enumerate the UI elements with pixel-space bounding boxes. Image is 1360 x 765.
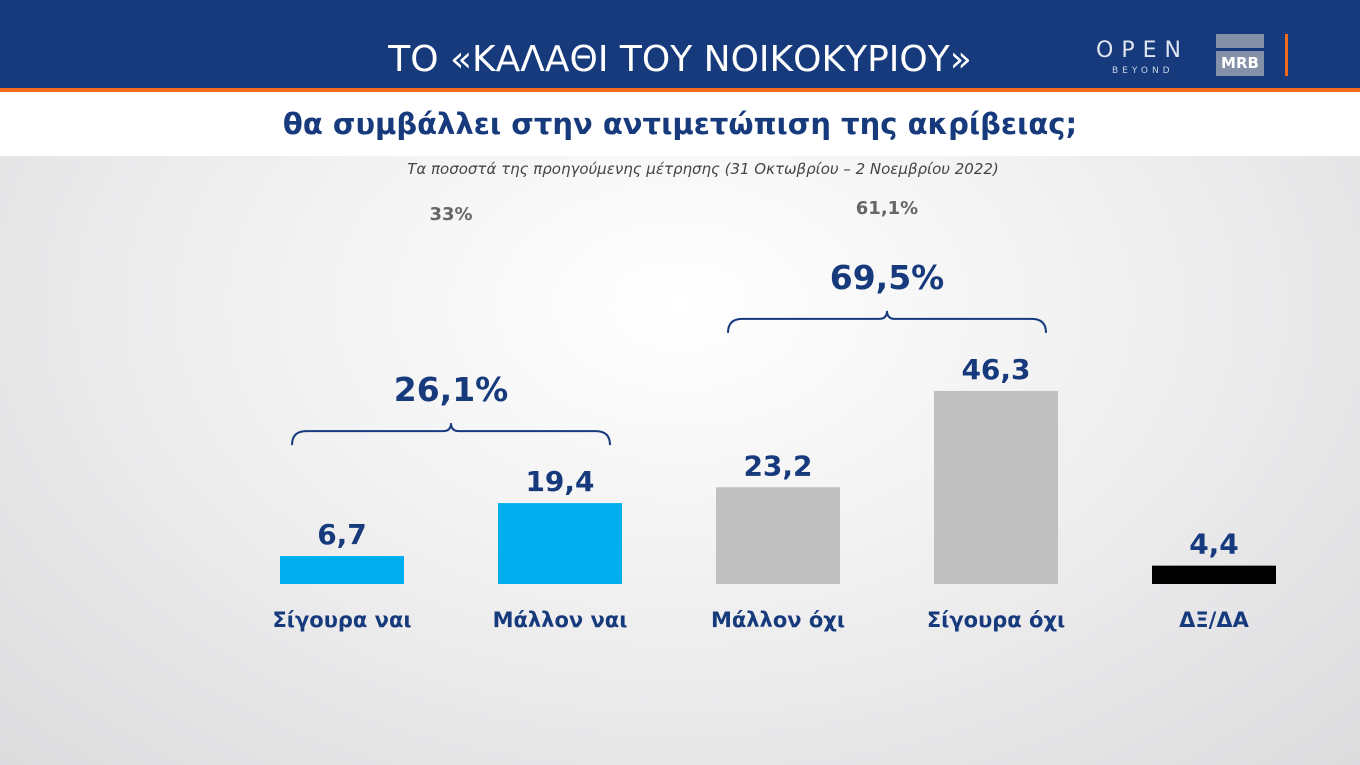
group-bracket <box>727 310 1047 333</box>
page-title: ΤΟ «ΚΑΛΑΘΙ ΤΟΥ ΝΟΙΚΟΚΥΡΙΟΥ» <box>388 39 972 80</box>
divider <box>1285 34 1288 76</box>
header-bar: ΤΟ «ΚΑΛΑΘΙ ΤΟΥ ΝΟΙΚΟΚΥΡΙΟΥ» OPEN BEYOND … <box>0 0 1360 92</box>
data-label: 6,7 <box>317 518 367 551</box>
mrb-logo: MRB <box>1216 34 1264 76</box>
open-logo: OPEN <box>1096 38 1189 63</box>
data-label: 19,4 <box>525 465 594 498</box>
bar <box>498 503 622 584</box>
chart-subtitle: Τα ποσοστά της προηγούμενης μέτρησης (31… <box>407 160 999 178</box>
data-label: 4,4 <box>1189 528 1239 561</box>
category-label: Σίγουρα όχι <box>927 608 1065 632</box>
open-logo-beyond: BEYOND <box>1112 66 1174 76</box>
category-label: Μάλλον ναι <box>493 608 628 632</box>
bar <box>280 556 404 584</box>
group-total-label: 69,5% <box>830 258 945 297</box>
category-label: Μάλλον όχι <box>711 608 845 632</box>
category-label: Σίγουρα ναι <box>272 608 411 632</box>
previous-total-label: 33% <box>429 204 472 225</box>
category-label: ΔΞ/ΔΑ <box>1179 608 1249 632</box>
group-total-label: 26,1% <box>394 370 509 409</box>
previous-total-label: 61,1% <box>856 198 918 219</box>
chart-title: θα συμβάλλει στην αντιμετώπιση της ακρίβ… <box>0 92 1360 156</box>
bar <box>934 390 1058 584</box>
bar <box>1152 565 1276 584</box>
data-label: 46,3 <box>961 353 1030 386</box>
group-bracket <box>291 423 611 446</box>
data-label: 23,2 <box>743 449 812 482</box>
bar <box>716 487 840 584</box>
